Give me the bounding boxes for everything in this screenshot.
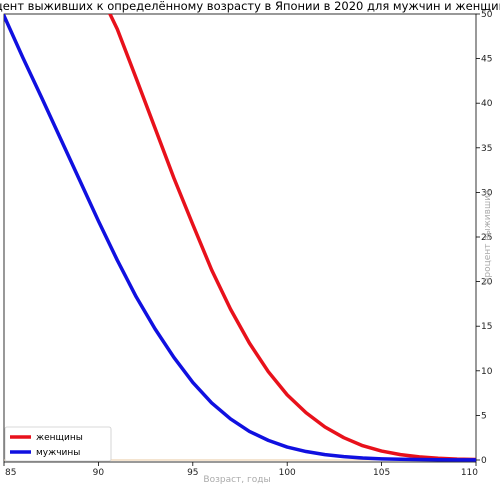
y-tick-label: 50 — [481, 10, 493, 20]
x-tick-label: 105 — [373, 468, 390, 478]
y-tick-label: 40 — [481, 99, 493, 109]
y-tick-label: 5 — [481, 411, 487, 421]
y-tick-label: 35 — [481, 144, 492, 154]
series-line-1 — [4, 14, 476, 462]
series-line-0 — [108, 14, 476, 462]
x-tick-label: 110 — [461, 468, 478, 478]
series-layer — [4, 14, 476, 462]
y-axis-label: Процент выживших — [483, 189, 493, 284]
y-tick-label: 20 — [481, 278, 493, 288]
y-tick-label: 10 — [481, 367, 493, 377]
x-tick-label: 85 — [5, 468, 16, 478]
y-tick-label: 25 — [481, 233, 492, 243]
x-axis-label: Возраст, годы — [203, 475, 270, 485]
x-tick-label: 100 — [279, 468, 296, 478]
y-tick-label: 30 — [481, 188, 493, 198]
y-tick-label: 15 — [481, 322, 492, 332]
plot-area — [3, 13, 477, 463]
y-axis: 0 5 10 15 20 25 30 35 40 45 50 — [476, 10, 493, 466]
legend-label-women: женщины — [36, 433, 83, 443]
chart-title: Процент выживших к определённому возраст… — [0, 0, 500, 13]
x-axis: 85 90 95 100 105 110 — [3, 462, 478, 478]
x-tick-label: 95 — [187, 468, 198, 478]
y-tick-label: 45 — [481, 55, 492, 65]
legend-label-men: мужчины — [36, 448, 80, 458]
y-tick-label: 0 — [481, 456, 487, 466]
legend-box — [4, 426, 112, 462]
x-tick-label: 90 — [93, 468, 105, 478]
legend: женщины мужчины — [4, 426, 112, 462]
